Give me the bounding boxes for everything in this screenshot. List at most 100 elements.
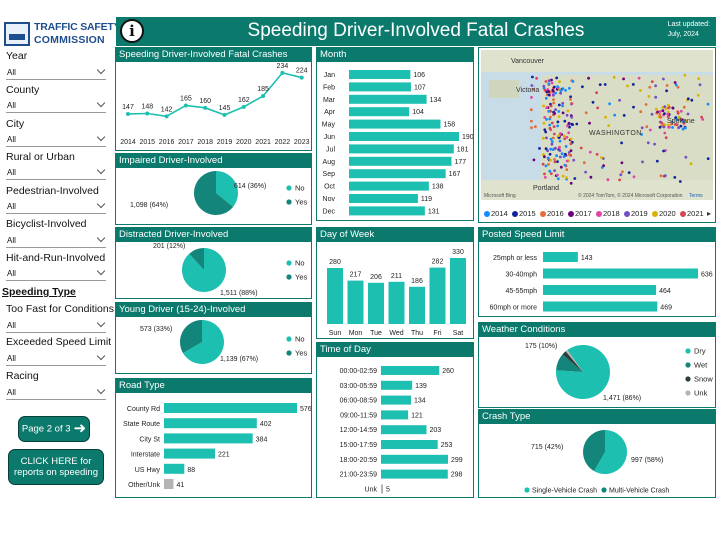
crash-point: [547, 82, 551, 86]
crash-point: [563, 137, 567, 141]
crash-point: [548, 169, 552, 173]
legend-dot: [685, 390, 691, 396]
category-label: 12:00-14:59: [340, 427, 377, 434]
crash-point: [571, 80, 575, 83]
crash-point: [556, 124, 559, 128]
value-label: 177: [454, 159, 466, 166]
filter-exceeded-select[interactable]: All: [6, 351, 106, 366]
crash-point: [550, 140, 554, 143]
bar: [450, 258, 466, 324]
data-point: [222, 112, 227, 117]
page-nav-button[interactable]: Page 2 of 3 ➜: [18, 416, 90, 442]
panel-title: Speeding Driver-Involved Fatal Crashes: [116, 48, 311, 62]
info-icon[interactable]: i: [120, 19, 144, 43]
young-driver-panel: Young Driver (15-24)-Involved 573 (33%) 1…: [115, 302, 312, 374]
x-tick-label: 2018: [197, 139, 213, 146]
chevron-down-icon: [96, 199, 106, 209]
map-canvas[interactable]: Vancouver Victoria WASHINGTON Spokane Po…: [481, 50, 713, 200]
bar: [164, 433, 253, 444]
bar: [388, 281, 405, 324]
crash-point: [544, 147, 548, 151]
bar: [349, 181, 429, 191]
last-updated-date: July, 2024: [667, 31, 699, 38]
filter-county-select[interactable]: All: [6, 98, 106, 113]
value-label: 636: [701, 272, 713, 279]
crash-point: [542, 104, 545, 108]
value-label: 203: [429, 427, 441, 434]
crash-point: [560, 152, 564, 156]
crash-point: [706, 102, 710, 106]
bar: [164, 463, 185, 474]
crash-point: [564, 89, 567, 92]
filter-city-select[interactable]: All: [6, 132, 106, 147]
map-label-victoria: Victoria: [516, 87, 540, 94]
crash-point: [654, 107, 658, 111]
crash-point: [548, 126, 552, 130]
impaired-pie-chart: 614 (36%) 1,098 (64%) No Yes: [130, 171, 307, 215]
crash-point: [677, 126, 680, 130]
crash-point: [550, 78, 553, 82]
filter-pedestrian-value: All: [7, 202, 16, 211]
chevron-down-icon: [96, 65, 106, 75]
data-label: 148: [141, 103, 153, 110]
crash-point: [532, 158, 536, 162]
crash-point: [596, 106, 600, 110]
legend-year-dot: [484, 211, 490, 217]
time-of-day-bar-chart: 00:00-02:59 260 03:00-05:59 139 06:00-08:59 1…: [340, 366, 463, 494]
map-terms-link[interactable]: Terms: [689, 193, 703, 199]
data-label: 185: [257, 86, 269, 93]
fatal-crashes-panel: Speeding Driver-Involved Fatal Crashes 1…: [115, 47, 312, 151]
crash-point: [659, 174, 663, 178]
chevron-down-icon: [96, 233, 106, 243]
category-label: Sat: [453, 330, 464, 337]
crash-point: [645, 125, 649, 129]
category-label: May: [322, 122, 336, 129]
crash-point: [543, 128, 547, 132]
filter-rural-urban-select[interactable]: All: [6, 165, 106, 180]
road-type-bar-chart: County Rd 576 State Route 402 City St 384 Inte…: [123, 403, 311, 489]
crash-point: [612, 75, 616, 79]
crash-point: [620, 161, 624, 165]
crash-point: [566, 124, 569, 128]
bar: [349, 82, 411, 92]
speeding-reports-button[interactable]: CLICK HERE for reports on speeding: [8, 449, 104, 485]
crash-map-panel[interactable]: Vancouver Victoria WASHINGTON Spokane Po…: [478, 47, 716, 223]
legend-dot: [286, 336, 292, 342]
slice-label: 715 (42%): [531, 444, 563, 451]
crash-point: [579, 146, 583, 150]
crash-point: [558, 80, 561, 84]
crash-point: [697, 77, 701, 81]
filter-year-value: All: [7, 68, 16, 77]
filter-hit-and-run-select[interactable]: All: [6, 266, 106, 281]
crash-point: [557, 134, 561, 137]
category-label: Apr: [324, 109, 336, 116]
distracted-pie-chart: 201 (12%) 1,511 (88%) No Yes: [153, 243, 307, 297]
crash-point: [686, 112, 690, 116]
legend-scroll-right-icon[interactable]: ▸: [707, 209, 712, 218]
crash-point: [620, 141, 623, 145]
legend-label: Snow: [694, 375, 713, 384]
crash-point: [553, 158, 556, 161]
crash-point: [569, 142, 573, 146]
filter-racing-select[interactable]: All: [6, 385, 106, 400]
pie-slice: [594, 430, 627, 474]
crash-point: [556, 120, 560, 124]
legend-label: Unk: [694, 389, 708, 398]
crash-point: [673, 81, 677, 84]
filter-too-fast-select[interactable]: All: [6, 318, 106, 333]
crash-point: [546, 149, 549, 153]
filter-bicyclist-select[interactable]: All: [6, 233, 106, 248]
crash-point: [561, 174, 565, 178]
filter-hit-and-run-value: All: [7, 269, 16, 278]
filter-pedestrian-select[interactable]: All: [6, 199, 106, 214]
slice-label: 1,098 (64%): [130, 202, 168, 209]
legend-dot: [601, 487, 607, 493]
data-label: 160: [199, 98, 211, 105]
crash-point: [674, 83, 678, 87]
crash-point: [667, 106, 670, 110]
crash-point: [626, 84, 629, 88]
crash-point: [564, 145, 568, 148]
bar: [349, 169, 446, 179]
crash-point: [686, 97, 690, 101]
filter-year-select[interactable]: All: [6, 65, 106, 80]
